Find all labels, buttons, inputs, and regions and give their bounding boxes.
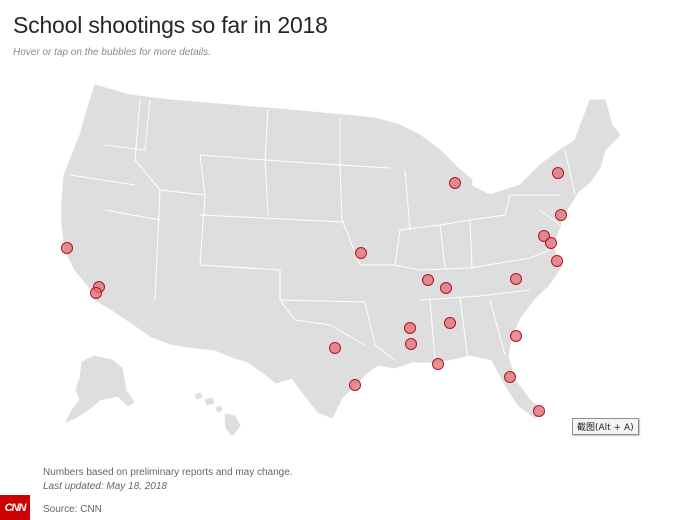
- cnn-logo: CNN: [0, 495, 30, 520]
- page-title: School shootings so far in 2018: [13, 12, 328, 38]
- shooting-bubble[interactable]: [440, 282, 452, 294]
- shooting-bubble[interactable]: [355, 247, 367, 259]
- shooting-bubble[interactable]: [538, 230, 550, 242]
- shooting-bubble[interactable]: [533, 405, 545, 417]
- shooting-bubble[interactable]: [329, 342, 341, 354]
- source-label: Source: CNN: [43, 504, 102, 515]
- shooting-bubble[interactable]: [90, 287, 102, 299]
- shooting-bubble[interactable]: [510, 273, 522, 285]
- state-borders: [69, 99, 576, 361]
- land: [61, 84, 621, 437]
- shooting-bubble[interactable]: [444, 317, 456, 329]
- bubbles: [61, 167, 567, 417]
- page-subtitle: Hover or tap on the bubbles for more det…: [13, 47, 211, 58]
- shooting-bubble[interactable]: [510, 330, 522, 342]
- shooting-bubble[interactable]: [61, 242, 73, 254]
- shooting-bubble[interactable]: [545, 237, 557, 249]
- data-note: Numbers based on preliminary reports and…: [43, 467, 293, 478]
- shooting-bubble[interactable]: [349, 379, 361, 391]
- hawaii: [194, 392, 241, 437]
- shooting-bubble[interactable]: [504, 371, 516, 383]
- shooting-bubble[interactable]: [404, 322, 416, 334]
- shooting-bubble[interactable]: [449, 177, 461, 189]
- alaska: [65, 355, 135, 423]
- shooting-bubble[interactable]: [555, 209, 567, 221]
- screenshot-tooltip: 截图(Alt + A): [572, 418, 639, 435]
- last-updated: Last updated: May 18, 2018: [43, 481, 167, 492]
- shooting-bubble[interactable]: [422, 274, 434, 286]
- shooting-bubble[interactable]: [552, 167, 564, 179]
- contiguous-us: [61, 84, 621, 419]
- shooting-bubble[interactable]: [405, 338, 417, 350]
- shooting-bubble[interactable]: [551, 255, 563, 267]
- shooting-bubble[interactable]: [432, 358, 444, 370]
